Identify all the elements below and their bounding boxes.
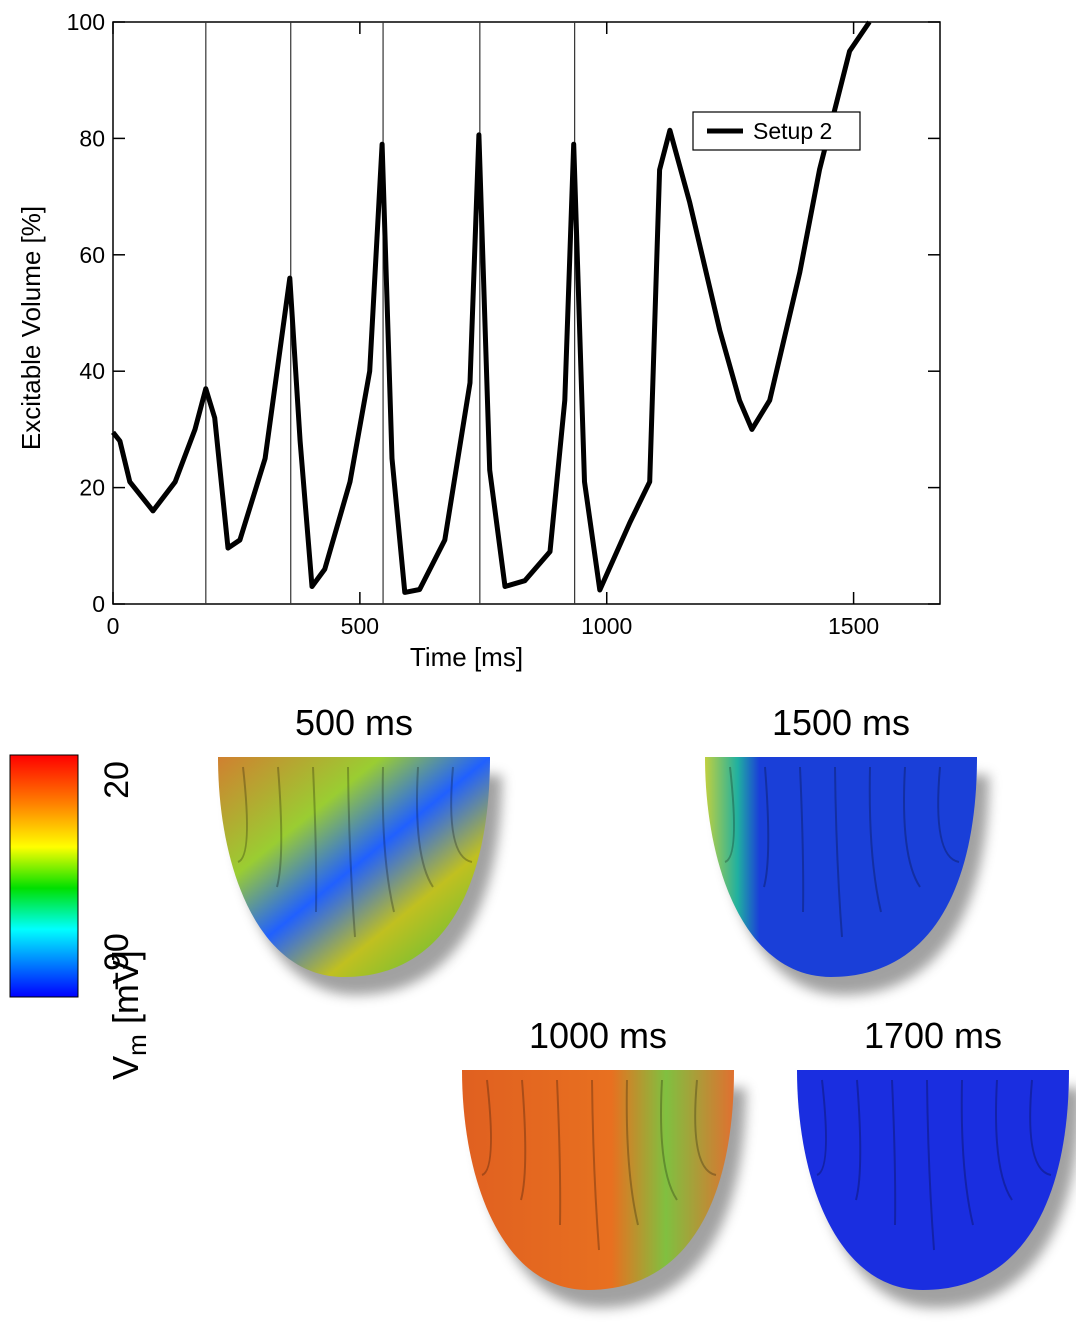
colorbar: Vm [mV]: [9, 754, 152, 1080]
heart-texture: [763, 766, 770, 888]
heart-texture: [556, 1079, 562, 1226]
panel-title: 1700 ms: [864, 1015, 1002, 1056]
heart-surface: [462, 1070, 734, 1290]
heart-texture: [591, 1079, 600, 1251]
heart-texture: [995, 1079, 1013, 1201]
heart-texture: [834, 766, 843, 938]
colorbar-label-unit: [mV]: [105, 950, 146, 1034]
heart-texture: [450, 766, 473, 863]
legend-label: Setup 2: [753, 118, 832, 144]
panel-title: 1000 ms: [529, 1015, 667, 1056]
y-tick-label: 80: [79, 125, 105, 151]
heart-surface: [218, 757, 490, 977]
x-tick-label: 1500: [828, 613, 879, 639]
heart-texture: [960, 1079, 974, 1226]
heart-texture: [724, 766, 735, 863]
heart-surface: [797, 1070, 1069, 1290]
y-tick-label: 20: [79, 475, 105, 501]
panel-title: 1500 ms: [772, 702, 910, 743]
heart-texture: [926, 1079, 935, 1251]
x-tick-label: 1000: [581, 613, 632, 639]
x-tick-label: 0: [107, 613, 120, 639]
heart-texture: [381, 766, 395, 913]
colorbar-label-sub: m: [122, 1034, 152, 1056]
y-tick-label: 40: [79, 358, 105, 384]
heart-texture: [891, 1079, 897, 1226]
heart-texture: [481, 1079, 492, 1176]
y-tick-label: 0: [92, 591, 105, 617]
y-axis-label: Excitable Volume [%]: [16, 206, 46, 450]
heart-texture: [276, 766, 283, 888]
heart-texture: [937, 766, 960, 863]
heart-texture: [855, 1079, 862, 1201]
heart-texture: [625, 1079, 639, 1226]
heart-panels: 500 ms 1500 ms 1000 ms 1700 ms: [218, 702, 1076, 1308]
heart-texture: [347, 766, 356, 938]
heart-texture: [520, 1079, 527, 1201]
heart-texture: [903, 766, 921, 888]
x-tick-label: 500: [341, 613, 379, 639]
colorbar-label: Vm [mV]: [105, 950, 152, 1080]
y-tick-label: 100: [67, 9, 105, 35]
heart-texture: [799, 766, 805, 913]
heart-texture: [660, 1079, 678, 1201]
x-axis-label: Time [ms]: [410, 642, 523, 672]
plot-frame: [112, 21, 941, 605]
heart-surface: [705, 757, 977, 977]
heart-texture: [694, 1079, 717, 1176]
colorbar-tick-label: 20: [98, 761, 136, 799]
heart-texture: [816, 1079, 827, 1176]
colorbar-label-v: V: [105, 1056, 146, 1080]
colorbar-tick-label: −90: [98, 933, 136, 991]
heart-texture: [868, 766, 882, 913]
heart-texture: [312, 766, 318, 913]
y-tick-label: 60: [79, 242, 105, 268]
heart-texture: [416, 766, 434, 888]
colorbar-scale: [9, 754, 79, 998]
data-line: [111, 20, 872, 595]
heart-texture: [1029, 1079, 1052, 1176]
heart-texture: [237, 766, 248, 863]
panel-title: 500 ms: [295, 702, 413, 743]
